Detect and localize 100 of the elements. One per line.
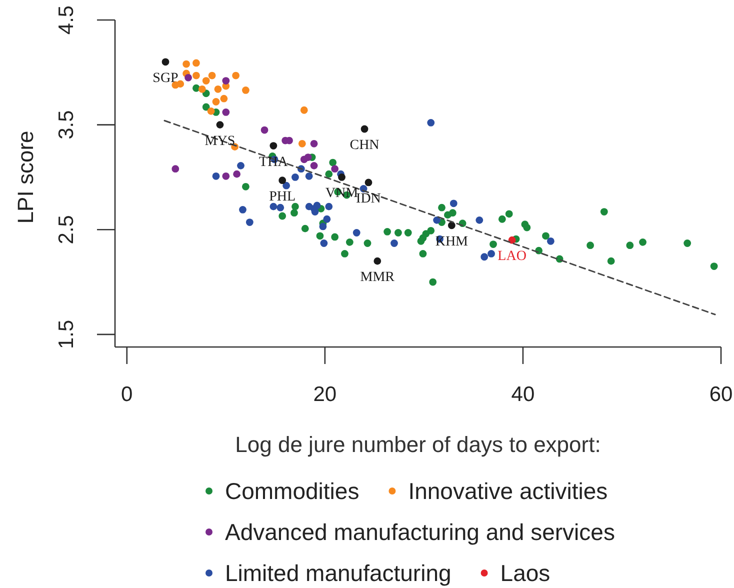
annotation: LAO <box>498 249 526 264</box>
point <box>320 240 328 247</box>
point <box>325 170 333 178</box>
point <box>192 72 200 80</box>
point <box>448 209 456 217</box>
legend-label: Laos <box>500 560 550 586</box>
point <box>207 107 215 115</box>
point <box>427 226 435 234</box>
legend-label: Limited manufacturing <box>225 560 452 586</box>
legend-label: Innovative activities <box>408 478 608 504</box>
point <box>438 204 446 212</box>
point <box>242 182 250 190</box>
point <box>508 236 516 244</box>
point <box>184 74 192 82</box>
point <box>304 154 312 161</box>
y-axis-title: LPI score <box>13 130 38 224</box>
point <box>329 158 337 166</box>
point <box>192 59 200 67</box>
point <box>222 172 230 180</box>
x-axis-title: Log de jure number of days to export: <box>235 432 601 457</box>
point <box>242 86 250 94</box>
point <box>331 165 339 173</box>
point <box>626 242 634 250</box>
point <box>278 212 286 220</box>
point <box>488 250 495 258</box>
y-tick-label: 4.5 <box>55 5 78 35</box>
point <box>364 240 372 247</box>
point <box>233 170 240 178</box>
point <box>239 206 246 214</box>
point <box>305 172 313 180</box>
point <box>323 215 331 223</box>
point <box>246 218 254 226</box>
point <box>331 233 339 241</box>
point <box>300 106 308 114</box>
point <box>390 240 398 247</box>
point <box>607 257 615 265</box>
x-tick-label: 20 <box>313 383 337 406</box>
point <box>313 202 321 210</box>
point <box>220 94 228 102</box>
point <box>216 121 224 129</box>
point <box>298 140 306 148</box>
point <box>237 162 244 170</box>
point <box>498 215 506 223</box>
point <box>311 208 319 216</box>
annotation: CHN <box>350 138 380 153</box>
point <box>450 200 458 208</box>
point <box>282 182 290 190</box>
point <box>276 204 284 212</box>
point <box>222 77 230 84</box>
point <box>476 216 484 224</box>
annotation: KHM <box>435 234 469 250</box>
point <box>394 229 402 236</box>
point <box>360 125 368 133</box>
point <box>212 98 220 106</box>
point <box>310 162 318 170</box>
point <box>310 140 318 148</box>
point <box>639 238 646 246</box>
y-tick-label: 1.5 <box>55 320 78 350</box>
point <box>212 172 220 180</box>
point <box>505 210 513 218</box>
annotation: MMR <box>360 270 396 286</box>
point <box>346 238 354 246</box>
point <box>433 216 441 224</box>
point <box>172 165 180 173</box>
point <box>260 126 268 134</box>
point <box>490 240 497 248</box>
point <box>176 80 184 88</box>
point <box>198 85 206 93</box>
point <box>292 174 299 181</box>
point <box>214 85 222 93</box>
point <box>270 202 278 210</box>
point <box>710 262 718 270</box>
point <box>341 250 348 258</box>
point <box>352 229 360 236</box>
point <box>278 176 286 184</box>
point <box>290 209 298 217</box>
point <box>319 222 327 230</box>
point <box>546 237 554 245</box>
point <box>292 202 299 210</box>
point <box>162 58 170 66</box>
point <box>338 174 346 181</box>
point <box>419 250 427 258</box>
point <box>542 232 550 240</box>
y-tick-label: 3.5 <box>55 110 78 140</box>
legend-label: Commodities <box>225 478 360 504</box>
point <box>202 77 210 84</box>
point <box>222 108 230 116</box>
x-tick-label: 60 <box>709 383 733 406</box>
point <box>364 178 372 186</box>
point <box>374 257 382 265</box>
point <box>523 224 531 232</box>
annotation: PHL <box>269 189 296 204</box>
point <box>586 242 594 250</box>
point <box>404 229 412 236</box>
annotation: IDN <box>356 191 381 206</box>
point <box>202 103 210 111</box>
point <box>384 228 392 236</box>
x-tick-label: 40 <box>511 383 535 406</box>
point <box>448 222 456 230</box>
point <box>427 119 435 126</box>
